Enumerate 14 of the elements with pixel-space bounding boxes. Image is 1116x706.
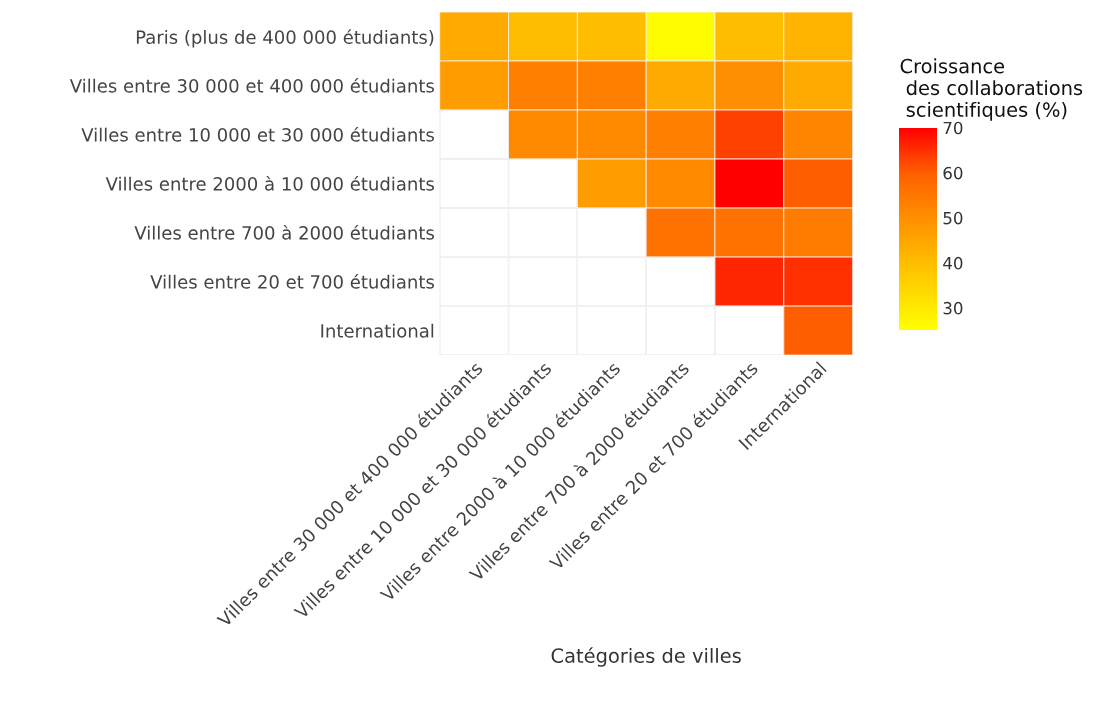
color-bar-label: 30 bbox=[943, 301, 963, 315]
y-tick-label: Paris (plus de 400 000 étudiants) bbox=[136, 29, 434, 48]
y-tick-label: Villes entre 30 000 et 400 000 étudiants bbox=[69, 77, 434, 93]
y-tick-label: International bbox=[321, 323, 434, 338]
y-tick-label: Villes entre 10 000 et 30 000 étudiants bbox=[81, 126, 434, 142]
y-tick-label: Villes entre 2000 à 10 000 étudiants bbox=[105, 175, 434, 191]
x-axis-title: Catégories de villes bbox=[551, 647, 741, 667]
color-bar-label: 60 bbox=[943, 166, 963, 180]
color-bar-title: Croissance des collaborations scientifiques (%) bbox=[900, 58, 1083, 121]
y-tick-label: Villes entre 700 à 2000 étudiants bbox=[134, 224, 434, 240]
y-tick-label: Villes entre 20 et 700 étudiants bbox=[150, 274, 434, 289]
color-bar-label: 70 bbox=[943, 121, 963, 135]
color-bar-label: 50 bbox=[943, 211, 963, 225]
color-bar-label: 40 bbox=[943, 256, 963, 270]
